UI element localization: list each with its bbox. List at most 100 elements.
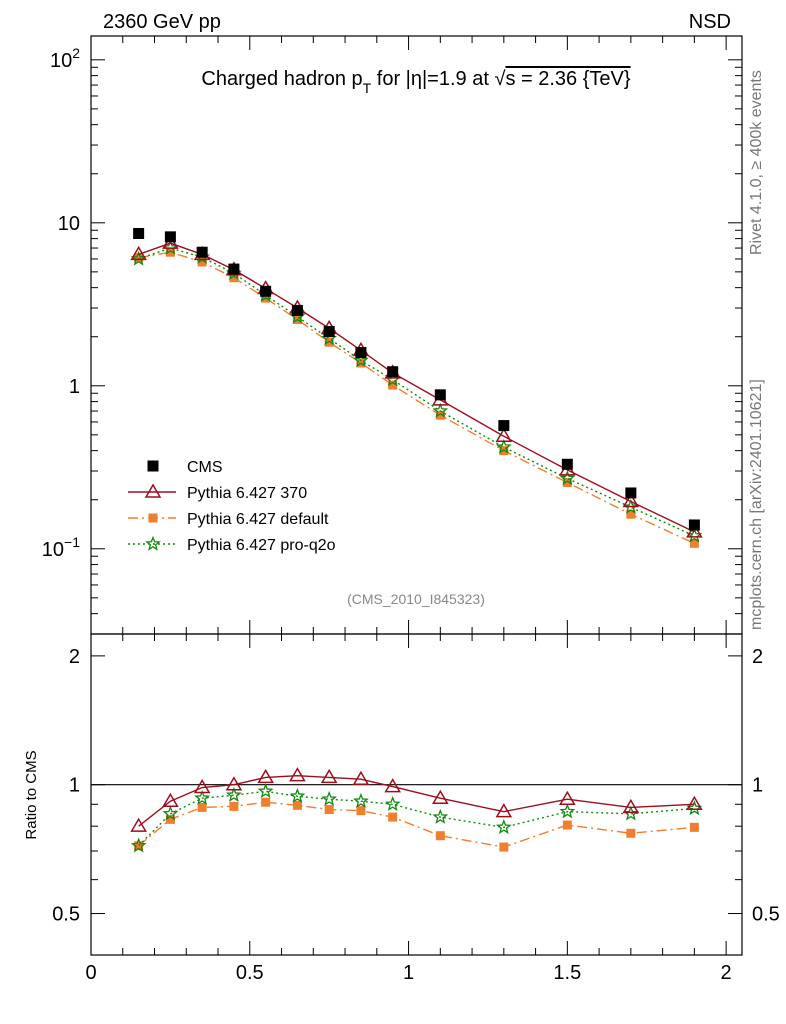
ratio-point-pythia-6-427-370	[130, 817, 147, 832]
sqrt-symbol: √	[494, 68, 505, 90]
legend-marker-pythia-6-427-pro-q2o	[145, 535, 161, 551]
legend-marker-cms	[147, 460, 159, 472]
data-point-pythia-6-427-pro-q2o	[353, 352, 369, 368]
data-point-pythia-6-427-pro-q2o	[162, 239, 179, 255]
x-tick-label: 1	[403, 962, 414, 984]
energy-label: 2360 GeV pp	[103, 11, 221, 33]
ratio-series-layer	[130, 767, 703, 853]
y-tick-label: 1	[69, 376, 80, 398]
ratio-point-pythia-6-427-370	[352, 770, 370, 785]
ratio-line-pythia-6-427-370	[138, 774, 695, 827]
data-point-cms	[164, 231, 176, 243]
y-tick-label: 10−1	[42, 534, 80, 561]
ratio-point-pythia-6-427-pro-q2o	[162, 805, 179, 821]
data-point-pythia-6-427-default	[435, 410, 445, 420]
ratio-point-pythia-6-427-370	[495, 803, 513, 818]
title-text-a: Charged hadron p	[201, 68, 362, 90]
ratio-point-pythia-6-427-default	[292, 800, 302, 810]
ratio-tick-label-left: 1	[69, 775, 80, 797]
data-point-cms	[133, 227, 145, 239]
series-line-pythia-6-427-pro-q2o	[138, 247, 695, 537]
data-point-pythia-6-427-default	[134, 253, 144, 263]
data-point-pythia-6-427-370	[622, 493, 640, 508]
data-point-cms	[498, 420, 510, 432]
ratio-point-pythia-6-427-default	[324, 805, 334, 815]
ratio-tick-label-left: 0.5	[52, 904, 80, 926]
chart-title: Charged hadron pT for |η|=1.9 at √s = 2.…	[201, 68, 630, 96]
data-point-pythia-6-427-370	[686, 523, 703, 538]
ratio-point-pythia-6-427-default	[261, 797, 271, 807]
legend-label-cms: CMS	[187, 459, 223, 476]
data-point-cms	[434, 389, 446, 401]
ratio-point-pythia-6-427-pro-q2o	[559, 803, 576, 819]
data-point-pythia-6-427-pro-q2o	[559, 470, 576, 486]
data-point-cms	[355, 347, 367, 359]
data-point-cms	[291, 304, 303, 316]
legend-marker-pythia-6-427-370	[144, 483, 162, 498]
ratio-point-pythia-6-427-pro-q2o	[432, 808, 449, 824]
ratio-tick-label-left: 2	[69, 646, 80, 668]
ratio-point-pythia-6-427-370	[225, 776, 243, 791]
ratio-point-pythia-6-427-370	[257, 768, 274, 784]
title-subscript: T	[363, 80, 372, 96]
x-tick-label: 2	[721, 962, 732, 984]
ratio-point-pythia-6-427-default	[562, 820, 572, 830]
x-tick-label: 1.5	[553, 962, 581, 984]
ratio-ylabel: Ratio to CMS	[23, 750, 40, 839]
legend-label-pythia-6-427-370: Pythia 6.427 370	[187, 485, 307, 502]
ratio-point-pythia-6-427-370	[559, 790, 576, 805]
series-line-pythia-6-427-default	[138, 251, 695, 544]
data-point-pythia-6-427-default	[229, 273, 239, 283]
legend: CMS Pythia 6.427 370 Pythia 6.427 default P…	[128, 459, 336, 554]
legend-label-pythia-6-427-default: Pythia 6.427 default	[187, 511, 329, 528]
ratio-point-pythia-6-427-pro-q2o	[226, 786, 242, 802]
ratio-tick-label-right: 0.5	[752, 904, 780, 926]
ratio-point-pythia-6-427-pro-q2o	[384, 795, 401, 812]
ratio-point-pythia-6-427-370	[622, 798, 640, 814]
data-point-pythia-6-427-default	[562, 478, 572, 488]
ratio-point-pythia-6-427-370	[289, 767, 306, 782]
data-point-cms	[387, 366, 399, 378]
ratio-line-pythia-6-427-default	[138, 801, 695, 848]
ratio-tick-label-right: 2	[752, 646, 763, 668]
ratio-point-pythia-6-427-370	[432, 789, 449, 804]
ratio-point-pythia-6-427-370	[193, 779, 211, 794]
data-point-cms	[323, 326, 335, 338]
ratio-point-pythia-6-427-pro-q2o	[495, 819, 512, 835]
ratio-point-pythia-6-427-pro-q2o	[321, 790, 338, 806]
data-point-pythia-6-427-default	[626, 509, 636, 519]
x-tick-label: 0.5	[236, 962, 264, 984]
data-point-cms	[625, 487, 637, 499]
ratio-point-pythia-6-427-pro-q2o	[353, 792, 369, 808]
data-point-pythia-6-427-370	[495, 427, 513, 443]
ratio-point-pythia-6-427-pro-q2o	[130, 837, 147, 853]
rivet-version-label: Rivet 4.1.0, ≥ 400k events	[748, 70, 765, 255]
main-series-layer	[130, 227, 703, 548]
process-label: NSD	[689, 11, 731, 33]
ratio-point-pythia-6-427-default	[626, 828, 636, 838]
ratio-point-pythia-6-427-default	[356, 806, 366, 816]
x-tick-label: 0	[85, 962, 96, 984]
data-point-pythia-6-427-pro-q2o	[622, 498, 639, 514]
data-point-pythia-6-427-pro-q2o	[432, 402, 449, 418]
legend-marker-pythia-6-427-default	[148, 513, 158, 523]
data-point-pythia-6-427-default	[197, 257, 207, 267]
data-point-pythia-6-427-default	[324, 337, 334, 347]
ratio-plot-frame	[90, 633, 743, 956]
analysis-tag: (CMS_2010_I845323)	[347, 591, 485, 607]
title-text-c: s = 2.36 {TeV}	[505, 68, 630, 90]
legend-label-pythia-6-427-pro-q2o: Pythia 6.427 pro-q2o	[187, 537, 336, 554]
data-point-cms	[196, 246, 208, 258]
title-text-b: for |η|=1.9 at	[371, 68, 494, 90]
data-point-pythia-6-427-default	[689, 538, 699, 548]
ratio-point-pythia-6-427-default	[499, 842, 509, 852]
ratio-point-pythia-6-427-default	[165, 814, 175, 824]
ratio-point-pythia-6-427-370	[686, 795, 703, 811]
data-point-cms	[688, 519, 700, 531]
ratio-point-pythia-6-427-pro-q2o	[194, 789, 211, 805]
ratio-point-pythia-6-427-default	[689, 822, 699, 832]
data-point-pythia-6-427-default	[388, 380, 398, 390]
data-point-pythia-6-427-pro-q2o	[495, 438, 512, 454]
ratio-point-pythia-6-427-default	[229, 801, 239, 811]
